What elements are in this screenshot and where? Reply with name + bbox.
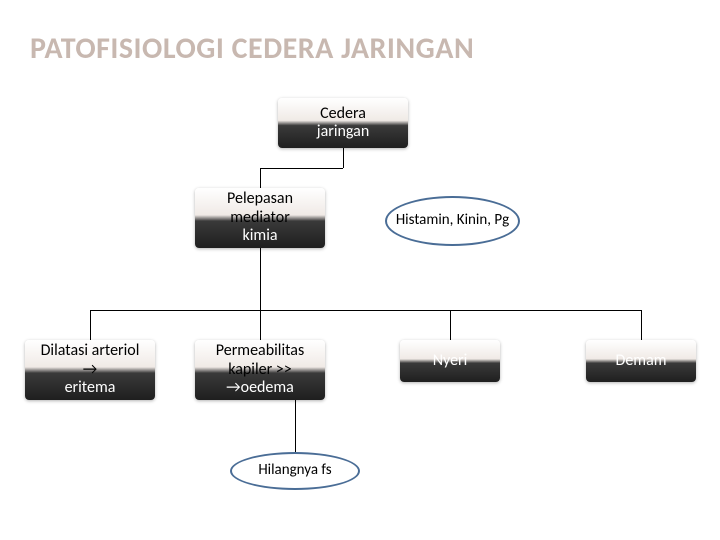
node-root-line1: Cedera <box>320 105 366 123</box>
connector <box>641 310 642 340</box>
connector <box>90 310 91 340</box>
node-mediator: Pelepasan mediator kimia <box>195 188 325 248</box>
node-demam: Demam <box>586 340 696 382</box>
node-mediator-line1: Pelepasan mediator <box>203 190 317 227</box>
ellipse-hilang-text: Hilangnya fs <box>258 462 331 479</box>
node-mediator-line2: kimia <box>242 227 277 245</box>
node-permeab-line1: Permeabilitas kapiler >> <box>203 342 317 379</box>
node-root: Cedera jaringan <box>278 98 408 148</box>
node-nyeri-line2: Nyeri <box>433 352 468 370</box>
node-root-line2: jaringan <box>317 123 369 141</box>
connector <box>260 248 261 310</box>
ellipse-histamin-text: Histamin, Kinin, Pg <box>396 212 509 229</box>
node-dilatasi-line2: eritema <box>65 379 116 397</box>
node-nyeri: Nyeri <box>400 340 500 382</box>
connector <box>260 168 261 188</box>
connector <box>295 400 296 452</box>
connector <box>90 310 641 311</box>
node-dilatasi-line1: Dilatasi arteriol → <box>33 342 147 379</box>
connector <box>450 310 451 340</box>
page-title: PATOFISIOLOGI CEDERA JARINGAN <box>30 30 474 67</box>
ellipse-hilang: Hilangnya fs <box>230 452 360 490</box>
ellipse-histamin: Histamin, Kinin, Pg <box>385 196 520 246</box>
connector <box>343 148 344 168</box>
node-demam-line2: Demam <box>615 352 666 370</box>
node-dilatasi: Dilatasi arteriol → eritema <box>25 340 155 400</box>
connector <box>260 168 343 169</box>
connector <box>260 310 261 340</box>
node-permeab-line2: →oedema <box>226 379 294 397</box>
node-permeab: Permeabilitas kapiler >> →oedema <box>195 340 325 400</box>
